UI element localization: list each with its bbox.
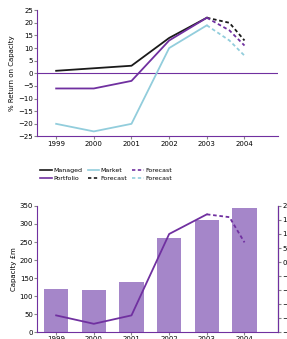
Bar — [82, 290, 106, 332]
Bar — [44, 289, 68, 332]
Bar — [195, 220, 219, 332]
Bar — [119, 282, 144, 332]
Legend: Managed, Portfolio, Market, Forecast, Forecast, Forecast: Managed, Portfolio, Market, Forecast, Fo… — [40, 167, 172, 181]
Y-axis label: % Return on Capacity: % Return on Capacity — [9, 36, 15, 111]
Bar — [157, 238, 181, 332]
Bar — [232, 208, 257, 332]
Y-axis label: Capacity £m: Capacity £m — [11, 247, 17, 291]
